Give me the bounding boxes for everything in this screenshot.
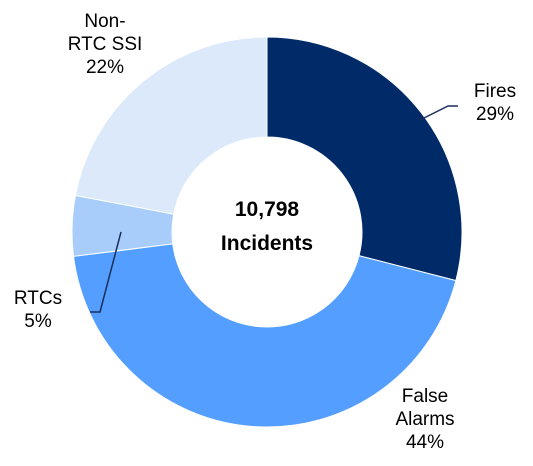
category-label: RTCs [13,288,63,309]
category-label: False Alarms [395,386,455,430]
value-label: 29% [475,104,515,125]
value-label: 5% [24,311,52,332]
center-total: 10,798 [234,198,300,221]
center-caption: Incidents [220,232,314,255]
leader-line [90,231,122,313]
category-label: Fires [473,81,517,102]
segment-label: False Alarms 44% [395,385,454,454]
value-label: 44% [405,432,445,453]
donut-segment [266,36,463,282]
segment-label: Fires 29% [474,80,516,126]
donut-segment [72,243,457,428]
segment-label: Non- RTC SSI 22% [68,10,143,79]
segment-label: RTCs 5% [14,287,62,333]
value-label: 22% [85,57,125,78]
donut-segment [74,36,268,215]
category-label: Non- RTC SSI [67,11,143,55]
donut-segment [71,194,175,257]
leader-line [419,105,458,121]
